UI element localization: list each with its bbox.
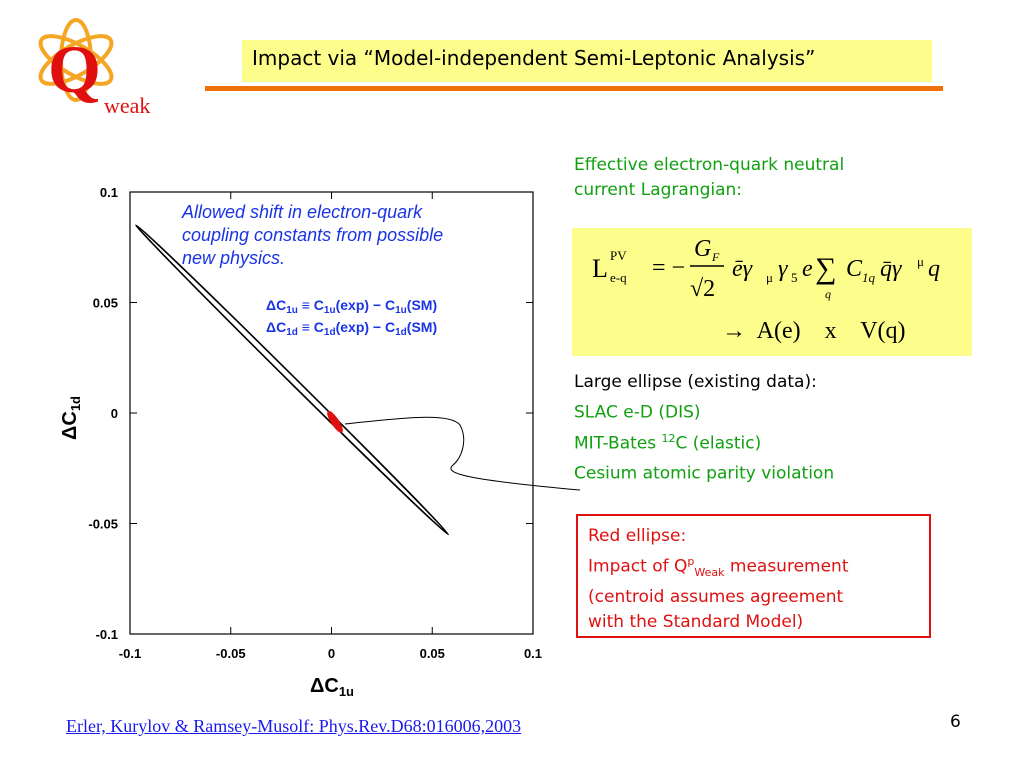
x-tick-label: 0.1 [524, 646, 542, 661]
slide-title: Impact via “Model-independent Semi-Lepto… [242, 40, 932, 82]
red-ellipse-line: Impact of QpWeak measurement [588, 555, 849, 580]
lagrangian-intro-line: current Lagrangian: [574, 180, 743, 200]
formula-sum: ∑ [815, 252, 836, 285]
formula-qbar: q̄γ [880, 256, 902, 282]
x-tick-label: -0.1 [119, 646, 141, 661]
large-ellipse-item: SLAC e-D (DIS) [574, 402, 701, 423]
connector-curve [344, 416, 580, 491]
y-tick-label: -0.1 [96, 627, 118, 642]
x-tick-label: 0.05 [420, 646, 445, 661]
red-ellipse [327, 410, 343, 433]
formula-C-sub: 1q [862, 270, 876, 285]
red-ellipse-line: Red ellipse: [588, 526, 687, 546]
logo-text: weak [104, 93, 150, 118]
ellipses [135, 224, 450, 536]
formula-lhs-sup: PV [610, 248, 627, 263]
formula-sum-sub: q [825, 287, 831, 301]
y-tick-labels: 0.1 0.05 0 -0.05 -0.1 [88, 185, 118, 642]
page-number: 6 [950, 712, 961, 732]
annotation-line: new physics. [182, 248, 285, 268]
formula-C: C [846, 256, 863, 282]
formula-q: q [928, 256, 940, 282]
red-ellipse-line: with the Standard Model) [588, 612, 804, 633]
axis-ticks [129, 191, 534, 635]
annotation-line: coupling constants from possible [182, 225, 443, 245]
definitions: ΔC1u ≡ C1u(exp) − C1u(SM) ΔC1d ≡ C1d(exp… [266, 297, 437, 338]
lagrangian-formula: L PV e-q = − G F √2 ēγ μ γ 5 e ∑ q C 1q … [572, 228, 972, 356]
large-ellipse-item: Cesium atomic parity violation [574, 463, 835, 484]
large-ellipse [135, 224, 450, 536]
coupling-shift-chart: -0.1 -0.05 0 0.05 0.1 0.1 0.05 0 -0.05 -0.1 Allo… [59, 185, 580, 699]
x-axis-label: ΔC1u [310, 675, 354, 699]
lagrangian-intro-line: Effective electron-quark neutral [574, 155, 845, 175]
formula-numerator-sub: F [711, 250, 720, 264]
annotation-line: Allowed shift in electron-quark [181, 202, 423, 222]
formula-e: e [802, 256, 813, 282]
y-tick-label: 0 [111, 406, 118, 421]
large-ellipse-head: Large ellipse (existing data): [574, 372, 817, 392]
formula-equals: = − [652, 255, 685, 281]
definition-line: ΔC1u ≡ C1u(exp) − C1u(SM) [266, 297, 437, 316]
logo-letter: Q [48, 31, 101, 107]
red-ellipse-line: (centroid assumes agreement [588, 587, 844, 608]
chart-annotation: Allowed shift in electron-quark coupling… [181, 202, 443, 268]
formula-body: ēγ [732, 256, 753, 282]
formula-lhs: L [592, 254, 608, 283]
formula-mu: μ [766, 270, 773, 285]
y-tick-label: 0.1 [100, 185, 118, 200]
atom-orbits [38, 18, 114, 102]
formula-second-line: → A(e) x V(q) [722, 318, 906, 344]
x-tick-label: 0 [328, 646, 335, 661]
y-tick-label: -0.05 [88, 517, 118, 532]
large-ellipse-notes: Large ellipse (existing data): SLAC e-D … [574, 369, 1004, 487]
formula-numerator: G [694, 236, 711, 262]
formula-five: 5 [791, 270, 798, 285]
lagrangian-intro: Effective electron-quark neutral current… [574, 153, 974, 203]
formula-lhs-sub: e-q [610, 270, 627, 285]
large-ellipse-item: MIT-Bates 12C (elastic) [574, 431, 762, 454]
x-tick-label: -0.05 [216, 646, 246, 661]
y-axis-label: ΔC1d [59, 396, 83, 440]
x-tick-labels: -0.1 -0.05 0 0.05 0.1 [119, 646, 542, 661]
y-tick-label: 0.05 [93, 296, 118, 311]
formula-mu2: μ [917, 254, 924, 269]
qweak-logo: Q weak [38, 18, 150, 118]
definition-line: ΔC1d ≡ C1d(exp) − C1d(SM) [266, 319, 437, 338]
formula-gamma5: γ [778, 256, 788, 282]
formula-denominator: √2 [690, 276, 715, 302]
red-ellipse-notes: Red ellipse: Impact of QpWeak measuremen… [576, 514, 931, 638]
title-underline [205, 86, 943, 91]
citation-link[interactable]: Erler, Kurylov & Ramsey-Musolf: Phys.Rev… [66, 716, 522, 736]
